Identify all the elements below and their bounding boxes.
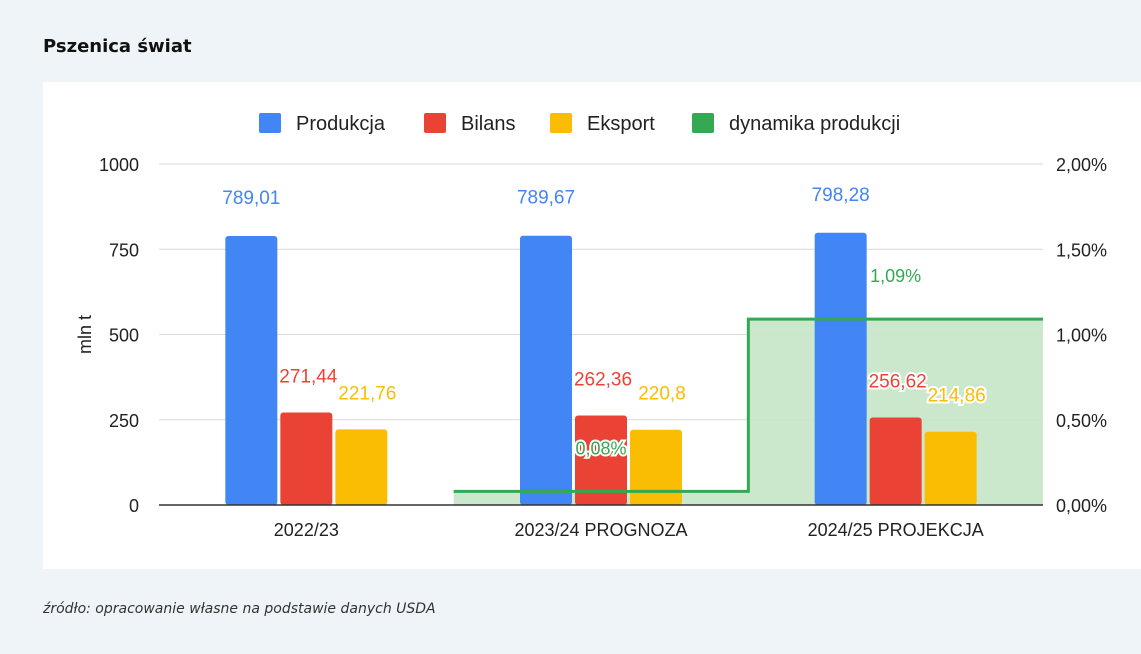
y-tick-label: 1000 [99, 155, 139, 175]
y2-tick-label: 2,00% [1056, 155, 1107, 175]
chart-card: 0 0,00% 250 0,50% 500 1,00% 750 1,50% 1000 2,00% 7… [43, 82, 1141, 569]
legend-label-2: Eksport [587, 113, 655, 135]
source-note: źródło: opracowanie własne na podstawie … [43, 601, 436, 617]
y-axis-title: mln t [75, 315, 95, 354]
bar-produkcja-0 [225, 235, 278, 506]
line-dynamika-produkcji [453, 317, 1043, 493]
y-tick-label: 750 [109, 240, 139, 260]
y-tick-label: 500 [109, 326, 139, 346]
data-label-eksport-0: 221,76 [338, 383, 396, 404]
y2-tick-label: 1,00% [1056, 326, 1107, 346]
y2-tick-label: 0,50% [1056, 411, 1107, 431]
data-label-eksport-1: 220,8 [638, 384, 686, 405]
data-label-bilans-0: 271,44 [279, 366, 338, 387]
bar-produkcja-2 [814, 232, 867, 506]
x-tick-label: 2022/23 [274, 520, 339, 540]
bar-eksport-2 [924, 431, 977, 505]
data-label-produkcja-2: 798,28 [812, 185, 870, 206]
page-title: Pszenica świat [43, 36, 192, 57]
data-label-bilans-1: 262,36 [574, 370, 632, 391]
legend-label-1: Bilans [461, 113, 515, 135]
y2-tick-label: 0,00% [1056, 496, 1107, 516]
data-label-produkcja-0: 789,01 [222, 188, 280, 209]
chart: 0 0,00% 250 0,50% 500 1,00% 750 1,50% 1000 2,00% 7… [75, 113, 1107, 540]
data-label-dynamika-1: 0,08% [575, 438, 626, 458]
x-tick-label: 2023/24 PROGNOZA [514, 520, 687, 540]
legend-swatch-2 [550, 113, 572, 133]
legend-swatch-0 [259, 113, 281, 133]
data-label-eksport-2: 214,86 [928, 386, 986, 407]
legend-label-3: dynamika produkcji [729, 113, 900, 135]
bar-eksport-0 [335, 429, 388, 505]
bar-bilans-1 [575, 415, 627, 505]
legend-swatch-1 [424, 113, 446, 133]
data-label-produkcja-1: 789,67 [517, 188, 575, 209]
data-label-bilans-2: 256,62 [869, 371, 927, 392]
y-tick-label: 0 [129, 496, 139, 516]
bar-bilans-0 [280, 412, 333, 505]
x-tick-label: 2024/25 PROJEKCJA [808, 520, 984, 540]
bar-bilans-2 [869, 417, 922, 505]
legend-swatch-3 [692, 113, 714, 133]
data-label-dynamika-2: 1,09% [870, 266, 921, 286]
bar-eksport-1 [630, 429, 682, 505]
y-tick-label: 250 [109, 411, 139, 431]
y2-tick-label: 1,50% [1056, 240, 1107, 260]
bar-produkcja-1 [520, 235, 572, 505]
legend-label-0: Produkcja [296, 113, 386, 135]
